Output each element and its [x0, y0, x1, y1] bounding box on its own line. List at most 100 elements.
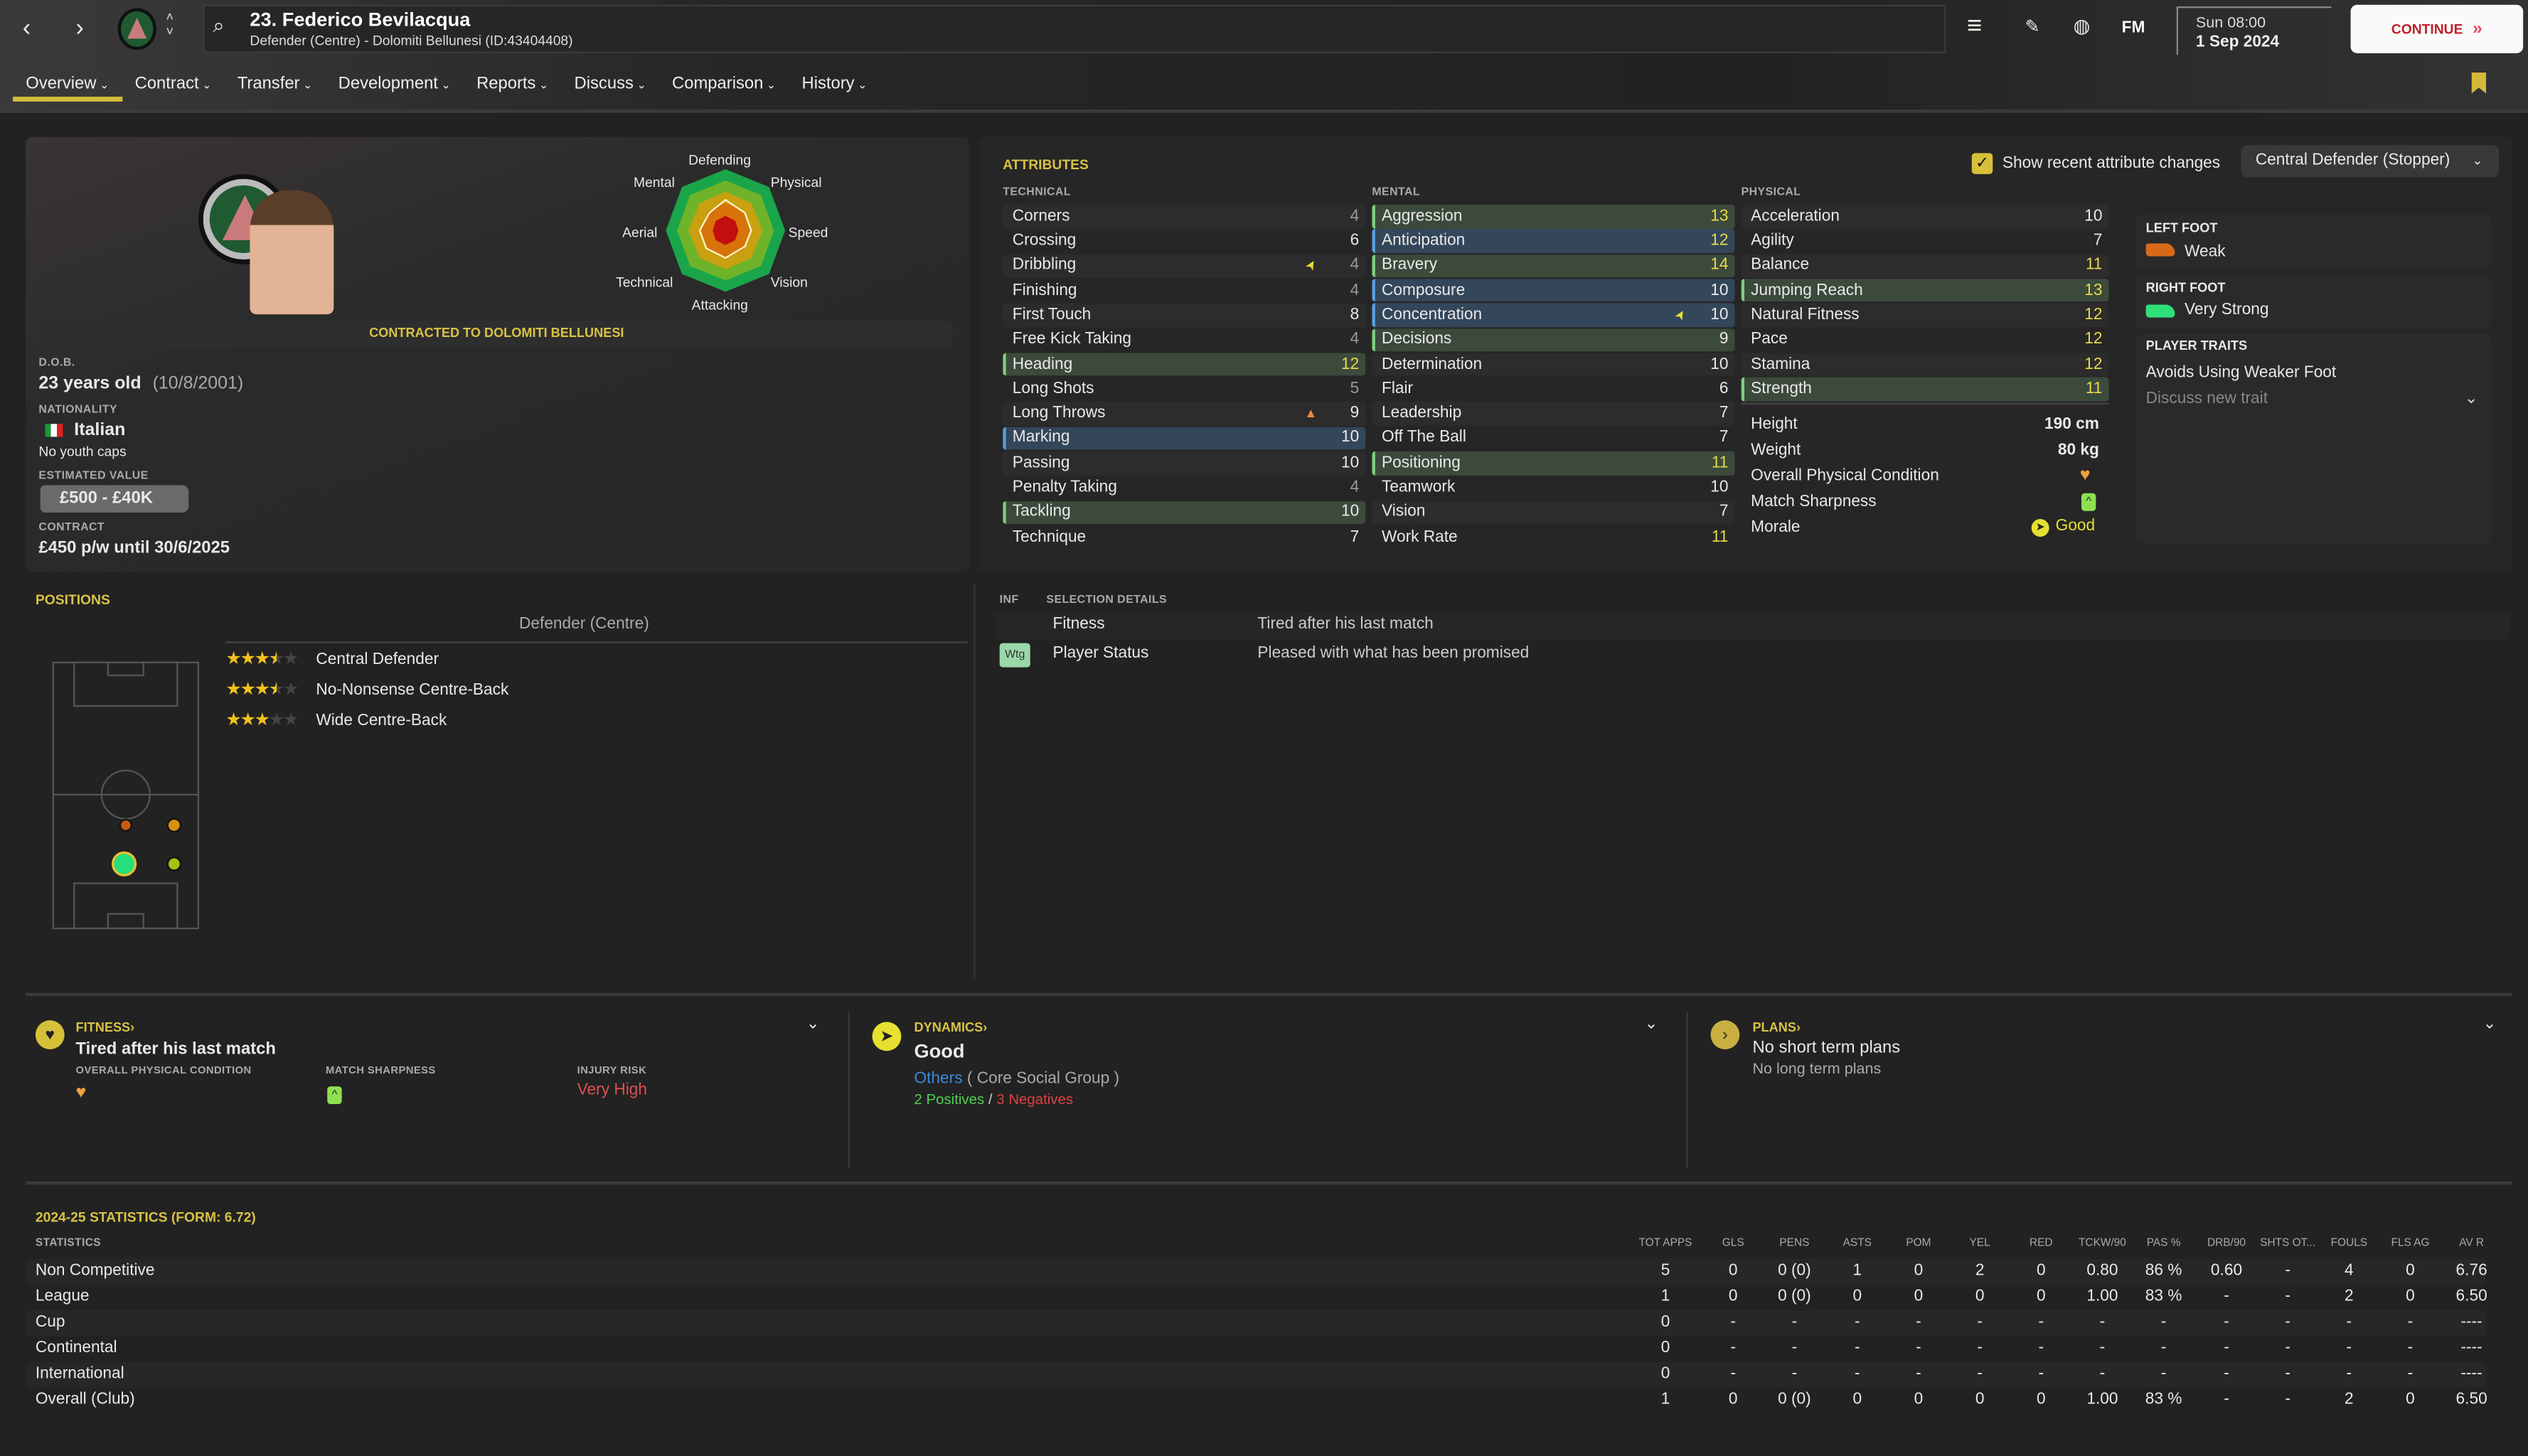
tab-reports[interactable]: Reports ⌄ [464, 73, 561, 102]
attribute-row-aggression[interactable]: Aggression 13 [1372, 204, 1735, 228]
attribute-row-tackling[interactable]: Tackling 10 [1003, 500, 1366, 525]
attribute-row-bravery[interactable]: Bravery 14 [1372, 254, 1735, 278]
globe-icon[interactable]: ◍ [2073, 14, 2091, 38]
negatives[interactable]: 3 Negatives [996, 1091, 1074, 1108]
stats-cell: - [1977, 1365, 1983, 1383]
tab-transfer[interactable]: Transfer ⌄ [225, 73, 326, 102]
club-badge-icon[interactable] [117, 8, 156, 50]
discuss-trait-dropdown[interactable]: Discuss new trait ⌄ [2146, 390, 2482, 408]
stats-column-header[interactable]: YEL [1969, 1238, 1990, 1250]
stats-cell: 2 [1975, 1262, 1985, 1280]
stats-column-header[interactable]: AV R [2459, 1238, 2485, 1250]
stats-column-header[interactable]: ASTS [1842, 1238, 1872, 1250]
show-changes-checkbox[interactable]: ✓ [1971, 153, 1993, 174]
stats-cell: 0.60 [2210, 1262, 2243, 1280]
role-select[interactable]: Central Defender (Stopper) ⌄ [2241, 145, 2500, 178]
attribute-row-natural-fitness[interactable]: Natural Fitness 12 [1741, 303, 2109, 327]
stats-column-header[interactable]: PAS % [2146, 1238, 2181, 1250]
fitness-link[interactable]: FITNESS› [75, 1020, 135, 1035]
attribute-row-long-shots[interactable]: Long Shots 5 [1003, 378, 1365, 401]
menu-icon[interactable]: ≡ [1966, 13, 1983, 41]
stats-column-header[interactable]: TOT APPS [1638, 1238, 1692, 1250]
role-name[interactable]: Central Defender [316, 651, 439, 669]
dynamics-expand-icon[interactable]: ⌄ [1644, 1015, 1658, 1034]
attribute-row-work-rate[interactable]: Work Rate 11 [1372, 525, 1734, 549]
attribute-row-stamina[interactable]: Stamina 12 [1741, 353, 2109, 376]
search-box[interactable] [203, 4, 1946, 53]
dynamics-link[interactable]: DYNAMICS› [914, 1020, 988, 1035]
attribute-row-flair[interactable]: Flair 6 [1372, 378, 1734, 401]
dob-value: (10/8/2001) [152, 373, 244, 394]
attribute-row-technique[interactable]: Technique 7 [1003, 525, 1365, 549]
switch-player-icon[interactable]: ˄ ˅ [166, 9, 174, 39]
attribute-row-strength[interactable]: Strength 11 [1741, 377, 2109, 401]
stats-column-header[interactable]: RED [2029, 1238, 2053, 1250]
attribute-row-vision[interactable]: Vision 7 [1372, 500, 1735, 525]
positives[interactable]: 2 Positives [914, 1091, 985, 1108]
attribute-row-first-touch[interactable]: First Touch 8 [1003, 303, 1366, 327]
nationality-value[interactable]: Italian [74, 420, 126, 440]
back-icon[interactable]: ‹ [22, 14, 31, 42]
attribute-row-corners[interactable]: Corners 4 [1003, 204, 1366, 228]
search-icon[interactable]: ⌕ [213, 13, 225, 38]
attribute-row-anticipation[interactable]: Anticipation 12 [1372, 229, 1735, 253]
bookmark-icon[interactable] [2471, 73, 2487, 94]
attribute-row-off-the-ball[interactable]: Off The Ball 7 [1372, 427, 1734, 450]
stats-column-header[interactable]: FLS AG [2391, 1238, 2430, 1250]
attribute-row-passing[interactable]: Passing 10 [1003, 451, 1366, 475]
role-name[interactable]: Wide Centre-Back [316, 712, 447, 731]
stats-column-header[interactable]: FOULS [2330, 1238, 2367, 1250]
attribute-row-acceleration[interactable]: Acceleration 10 [1741, 204, 2109, 228]
attribute-row-marking[interactable]: Marking 10 [1003, 427, 1366, 450]
panel-divider [1686, 1012, 1688, 1169]
stats-column-header[interactable]: POM [1906, 1238, 1931, 1250]
positions-divider [225, 641, 968, 643]
chevron-down-icon: ⌄ [2464, 390, 2478, 408]
game-clock[interactable]: Sun 08:00 1 Sep 2024 [2176, 6, 2332, 55]
tab-history[interactable]: History ⌄ [789, 73, 880, 102]
attribute-row-determination[interactable]: Determination 10 [1372, 353, 1735, 376]
stats-column-header[interactable]: TCKW/90 [2079, 1238, 2126, 1250]
show-changes-label[interactable]: Show recent attribute changes [2002, 154, 2221, 173]
stats-cell: - [2224, 1391, 2229, 1409]
attribute-row-teamwork[interactable]: Teamwork 10 [1372, 476, 1734, 499]
plans-link[interactable]: PLANS› [1752, 1020, 1801, 1035]
stats-column-header[interactable]: DRB/90 [2207, 1238, 2246, 1250]
tab-discuss[interactable]: Discuss ⌄ [561, 73, 658, 102]
role-name[interactable]: No-Nonsense Centre-Back [316, 682, 509, 700]
attribute-row-balance[interactable]: Balance 11 [1741, 254, 2109, 278]
attribute-row-leadership[interactable]: Leadership 7 [1372, 402, 1735, 426]
tab-comparison[interactable]: Comparison ⌄ [659, 73, 789, 102]
fitness-expand-icon[interactable]: ⌄ [806, 1015, 820, 1034]
attribute-name: Stamina [1751, 355, 1810, 373]
plans-expand-icon[interactable]: ⌄ [2482, 1015, 2497, 1034]
stats-cell: - [2160, 1365, 2167, 1383]
attribute-row-penalty-taking[interactable]: Penalty Taking 4 [1003, 476, 1365, 499]
tab-contract[interactable]: Contract ⌄ [122, 73, 224, 102]
attribute-row-agility[interactable]: Agility 7 [1742, 230, 2109, 253]
continue-button[interactable]: CONTINUE » [2350, 4, 2524, 53]
attribute-row-finishing[interactable]: Finishing 4 [1003, 279, 1365, 302]
forward-icon[interactable]: › [75, 14, 84, 42]
attribute-row-composure[interactable]: Composure 10 [1372, 278, 1735, 302]
attribute-row-jumping-reach[interactable]: Jumping Reach 13 [1741, 278, 2109, 302]
attribute-row-free-kick-taking[interactable]: Free Kick Taking 4 [1003, 328, 1365, 351]
social-group-link[interactable]: Others [914, 1070, 963, 1088]
attribute-row-pace[interactable]: Pace 12 [1742, 328, 2109, 351]
tab-overview[interactable]: Overview ⌄ [13, 73, 122, 102]
pencil-icon[interactable]: ✎ [2025, 17, 2040, 38]
fm-logo[interactable]: FM [2121, 19, 2145, 38]
attribute-row-positioning[interactable]: Positioning 11 [1372, 451, 1735, 475]
stats-column-header[interactable]: GLS [1722, 1238, 1744, 1250]
attribute-row-concentration[interactable]: Concentration ➤ 10 [1372, 303, 1735, 327]
stats-column-header[interactable]: PENS [1779, 1238, 1810, 1250]
attribute-row-heading[interactable]: Heading 12 [1003, 353, 1366, 376]
attribute-row-decisions[interactable]: Decisions 9 [1372, 328, 1735, 352]
stats-column-header[interactable]: SHTS OT... [2260, 1238, 2316, 1250]
stats-cell: - [2285, 1313, 2290, 1332]
stats-cell: 6.76 [2455, 1262, 2487, 1280]
attribute-row-dribbling[interactable]: Dribbling ➤ 4 [1003, 254, 1366, 278]
tab-development[interactable]: Development ⌄ [326, 73, 464, 102]
attribute-row-crossing[interactable]: Crossing 6 [1003, 230, 1365, 253]
attribute-row-long-throws[interactable]: Long Throws ▲ 9 [1003, 402, 1366, 426]
